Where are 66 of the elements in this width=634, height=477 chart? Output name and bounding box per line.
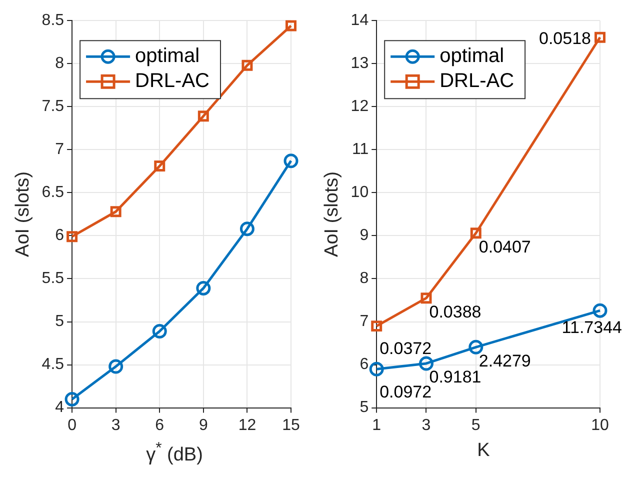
y-tick-label: 6.5 xyxy=(42,184,64,202)
annotation: 0.0372 xyxy=(380,339,432,358)
y-tick-label: 12 xyxy=(350,98,369,116)
point xyxy=(420,292,432,304)
point xyxy=(369,362,384,376)
y-tick-label: 7 xyxy=(360,313,369,330)
y-tick-label: 13 xyxy=(350,55,369,72)
y-tick-label: 4.5 xyxy=(42,356,64,374)
y-tick-label: 14 xyxy=(350,12,369,30)
annotation: 2.4279 xyxy=(478,351,531,370)
y-tick-label: 8 xyxy=(360,270,369,288)
x-tick-label: 15 xyxy=(282,416,300,434)
y-tick-label: 8 xyxy=(55,55,64,72)
y-tick-label: 6 xyxy=(55,227,64,244)
x-tick-label: 3 xyxy=(111,416,120,434)
point xyxy=(154,160,166,172)
x-axis-title: K xyxy=(476,440,491,462)
y-axis-title: AoI (slots) xyxy=(322,171,343,257)
point xyxy=(240,222,254,236)
x-tick-label: 0 xyxy=(68,416,77,434)
x-tick-label: 1 xyxy=(372,416,382,434)
point xyxy=(66,231,78,242)
point xyxy=(108,359,124,374)
point xyxy=(284,154,298,168)
point xyxy=(152,324,167,338)
y-tick-label: 6 xyxy=(360,356,369,374)
y-tick-label: 11 xyxy=(352,141,369,158)
legend-label: DRL-AC xyxy=(440,70,514,92)
point xyxy=(242,60,253,71)
x-tick-label: 3 xyxy=(422,416,431,434)
annotation: 11.7344 xyxy=(562,318,622,337)
point xyxy=(286,20,296,32)
point xyxy=(110,206,122,218)
point xyxy=(594,32,606,43)
y-axis-title: AoI (slots) xyxy=(12,171,34,257)
y-tick-label: 8.5 xyxy=(42,12,64,30)
annotation: 0.0388 xyxy=(429,302,482,322)
legend-label: optimal xyxy=(135,45,200,68)
x-tick-label: 12 xyxy=(238,416,256,434)
annotation: 0.0518 xyxy=(539,29,591,48)
point xyxy=(468,340,484,354)
y-tick-label: 4 xyxy=(55,399,64,416)
legend-label: optimal xyxy=(440,45,504,68)
x-tick-label: 5 xyxy=(471,416,480,434)
point xyxy=(371,320,382,332)
x-tick-label: 10 xyxy=(591,416,609,434)
y-tick-label: 5 xyxy=(55,313,64,330)
y-tick-label: 10 xyxy=(350,184,369,202)
point xyxy=(470,228,482,239)
point xyxy=(418,356,434,371)
annotation: 0.0972 xyxy=(380,382,432,402)
annotation: 0.9181 xyxy=(429,368,482,387)
point xyxy=(592,303,608,318)
y-tick-label: 9 xyxy=(360,227,369,244)
y-tick-label: 7 xyxy=(55,141,64,158)
x-axis-title: γ$^{*}$ (dB) xyxy=(145,440,204,466)
y-tick-label: 7.5 xyxy=(42,98,64,116)
x-tick-label: 6 xyxy=(155,416,164,434)
x-tick-label: 9 xyxy=(198,416,208,434)
y-tick-label: 5 xyxy=(360,399,369,416)
legend-label: DRL-AC xyxy=(135,70,210,92)
y-tick-label: 5.5 xyxy=(42,270,64,288)
point xyxy=(196,280,211,296)
point xyxy=(198,110,209,122)
point xyxy=(64,392,80,406)
annotation: 0.0407 xyxy=(478,237,531,256)
